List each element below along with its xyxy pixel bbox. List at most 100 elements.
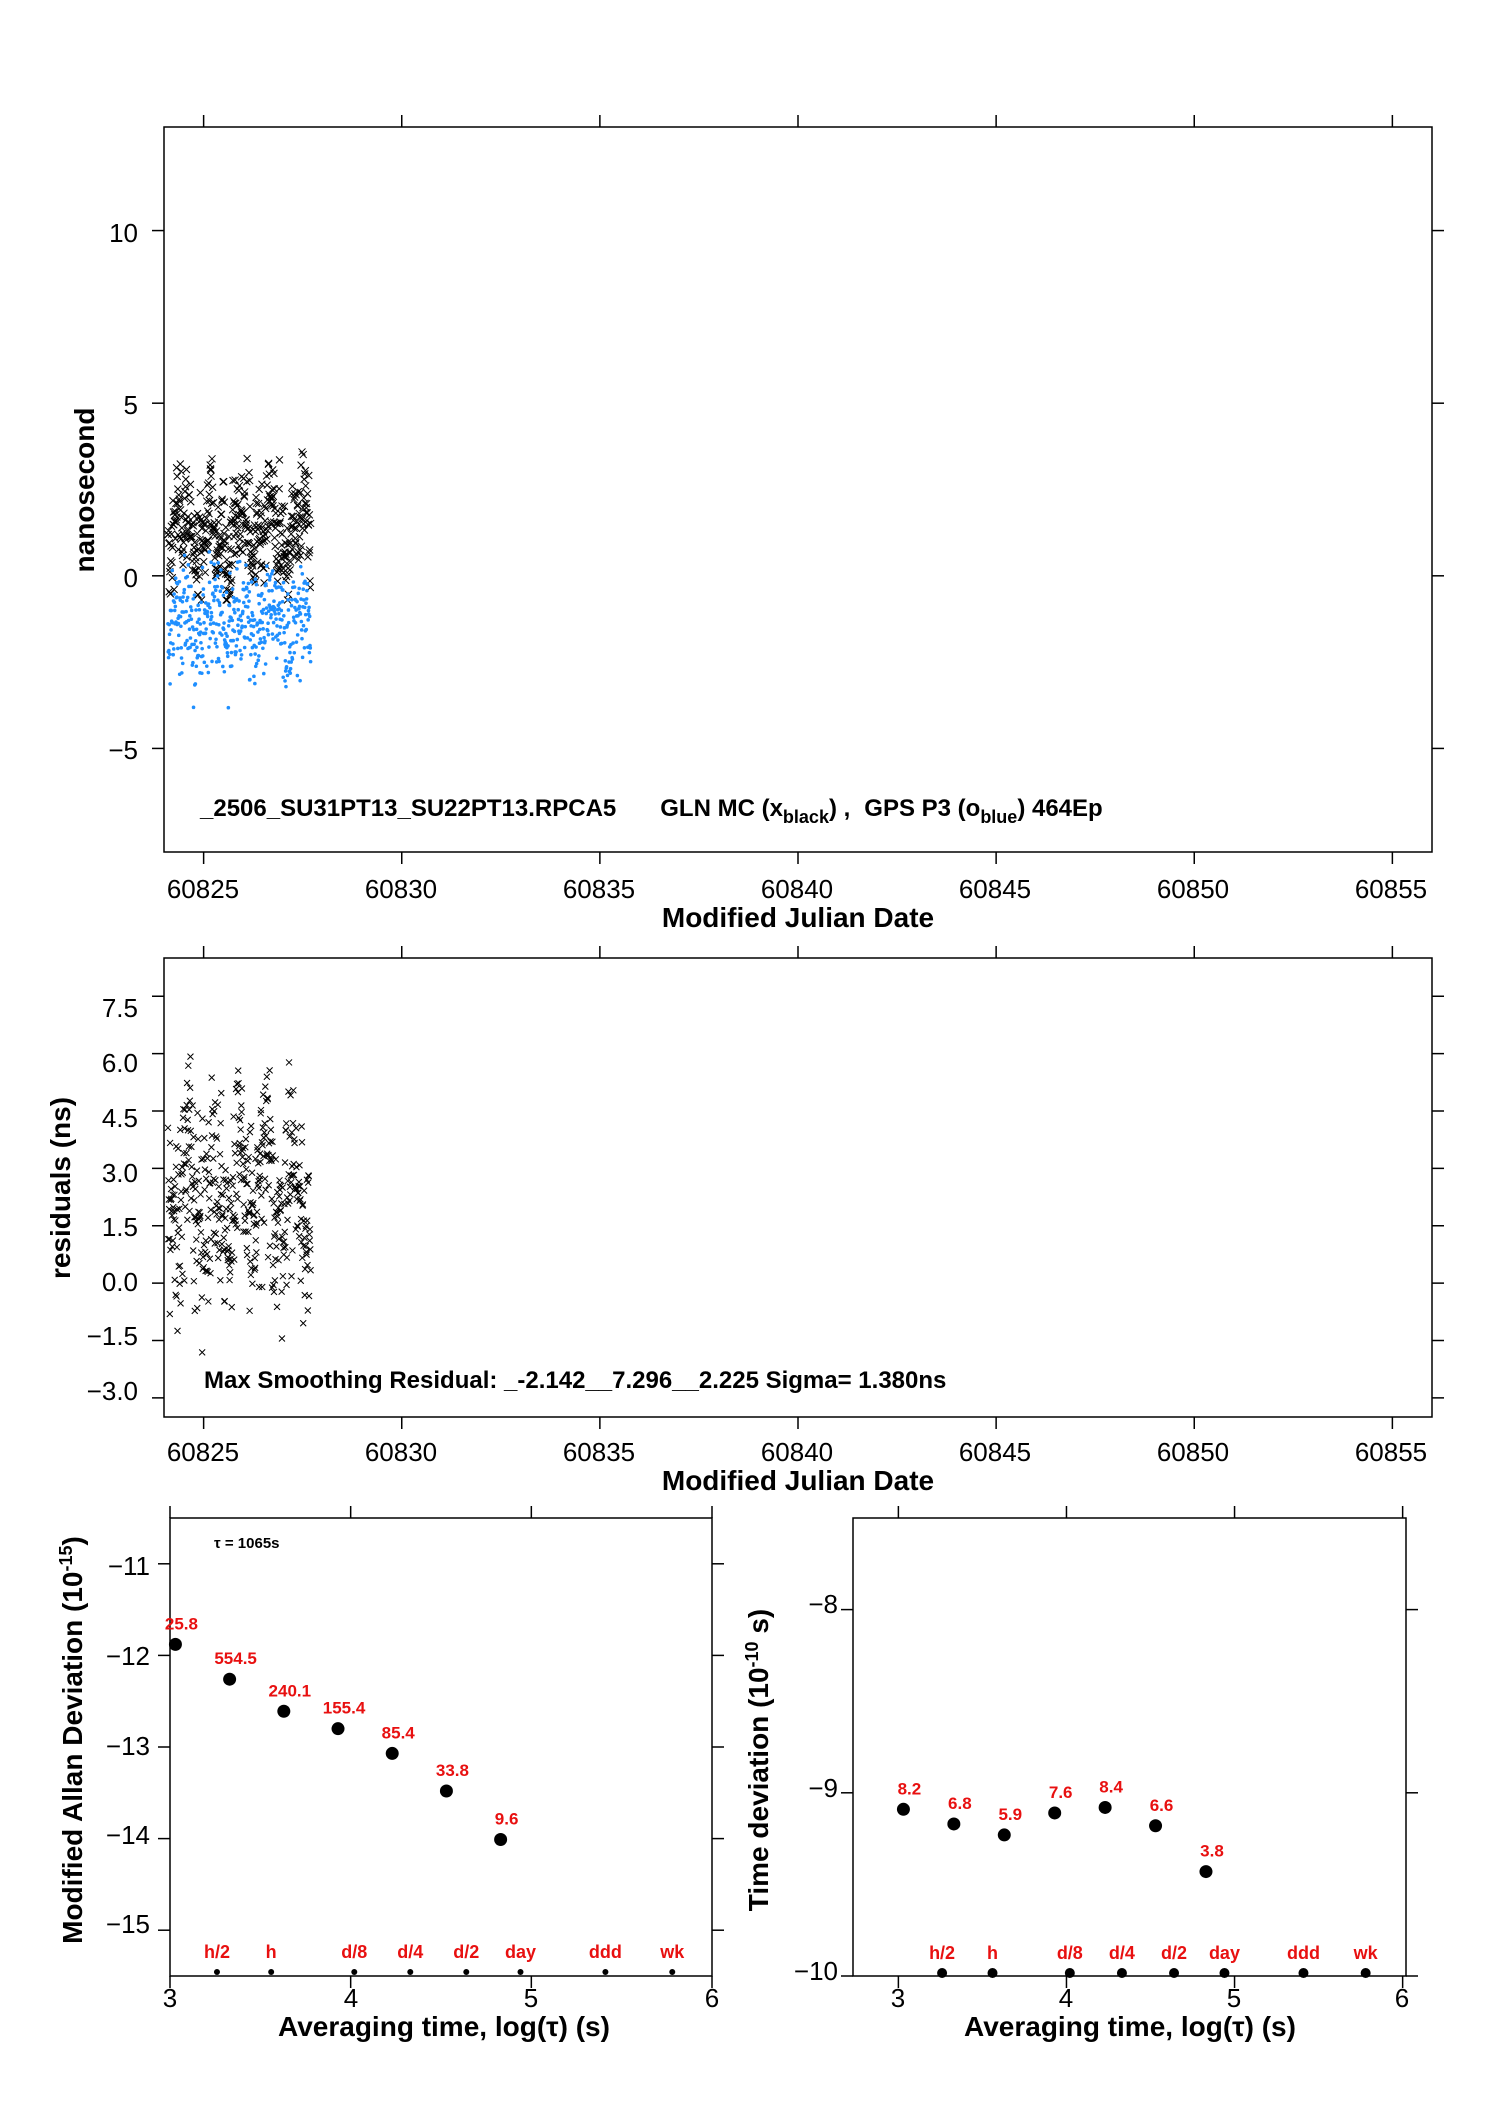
tdev-mark-label: d/4 [1109,1943,1135,1963]
residuals-xtick-label: 60850 [1157,1437,1229,1467]
blue-o-point [305,582,310,586]
black-x-point [233,523,242,532]
residual-x-point [262,1132,270,1140]
residual-x-point [200,1241,208,1249]
blue-o-point [224,590,229,595]
residual-x-point [196,1212,204,1220]
blue-o-point [239,657,243,661]
black-x-point [235,481,244,490]
black-x-point [219,477,228,486]
mdev-point [277,1704,291,1718]
blue-o-point [208,605,212,610]
black-x-point [230,550,239,559]
mdev-mark-dot [268,1969,275,1975]
blue-o-point [217,603,222,608]
residual-x-point [304,1307,312,1314]
blue-o-point [231,638,236,643]
black-x-point [176,533,184,541]
residual-x-point [253,1208,261,1216]
black-x-point [225,561,234,570]
blue-o-point [233,610,237,615]
residual-x-point [204,1214,212,1222]
tdev-mark-dot [1169,1968,1180,1978]
black-x-point [245,476,254,485]
black-x-point [228,560,237,569]
residual-x-point [262,1186,269,1194]
blue-o-point [249,580,254,584]
residual-x-point [171,1276,179,1284]
residual-x-point [295,1178,303,1186]
residual-x-point [270,1288,278,1296]
black-x-point [171,507,179,516]
blue-o-point [200,646,204,651]
mdev-xtick-label: 3 [163,1983,177,2013]
blue-o-point [228,571,232,575]
residuals-panel: 7.5 6.0 4.5 3.0 1.5 0.0 −1.5 −3.0 60825 … [45,946,1444,1496]
black-x-point [266,517,275,526]
residual-x-point [285,1088,292,1095]
residuals-ytick-label: 1.5 [102,1212,138,1242]
residual-x-point [219,1191,227,1199]
blue-o-point [293,621,298,625]
residual-x-point [226,1268,234,1276]
timeseries-ytick-label: 0 [124,563,138,593]
blue-o-point [282,613,286,618]
residual-x-point [275,1235,283,1243]
blue-o-point [214,637,218,642]
residual-x-point [245,1210,253,1217]
blue-o-point [168,682,172,686]
residual-x-point [235,1079,242,1087]
blue-o-point [302,605,307,610]
tdev-mark-label: day [1209,1943,1240,1963]
blue-o-point [254,661,259,666]
blue-o-point [308,646,313,650]
blue-o-point [220,610,224,615]
black-x-point [197,548,206,557]
black-x-point [227,545,235,554]
blue-o-point [204,664,209,668]
residual-x-point [173,1243,181,1251]
tdev-mark-label: d/8 [1057,1943,1083,1963]
blue-o-point [189,617,194,621]
residual-x-point [194,1109,201,1117]
black-x-point [190,538,199,547]
residual-x-point [182,1188,189,1196]
tdev-ytick-label: −9 [808,1773,838,1803]
black-x-point [201,568,210,577]
mdev-points: 25.8 554.5 240.1 155.4 85.4 33.8 9.6 [165,1614,518,1847]
blue-o-point [268,574,272,579]
residual-x-point [264,1253,272,1261]
residual-x-point [186,1097,194,1105]
residual-x-point [207,1206,215,1214]
residuals-xtick-label: 60855 [1355,1437,1427,1467]
mdev-point [439,1784,453,1798]
mdev-mark-dot [463,1969,470,1975]
tdev-mark-label: wk [1353,1943,1379,1963]
black-x-point [194,564,203,573]
residual-x-point [278,1288,286,1295]
residual-x-point [208,1074,216,1082]
blue-o-point [257,654,261,658]
black-x-point [301,466,310,475]
residual-x-point [205,1118,212,1126]
blue-o-point [230,587,235,591]
residual-x-point [198,1294,206,1301]
black-x-point [208,483,217,492]
blue-o-point [304,601,308,605]
black-x-point [277,541,286,549]
residual-x-point [236,1116,244,1124]
mdev-ytick-label: −14 [106,1820,150,1850]
residual-x-point [185,1143,193,1150]
blue-o-point [278,625,283,629]
blue-o-point [297,586,302,591]
blue-o-point [212,594,217,599]
blue-o-point [274,617,278,621]
residual-x-point [234,1067,242,1074]
black-x-point [231,499,240,508]
blue-o-point [188,645,192,650]
black-x-point [210,523,219,531]
black-x-point [170,585,178,594]
black-x-point [286,558,295,566]
blue-o-point [269,572,274,576]
